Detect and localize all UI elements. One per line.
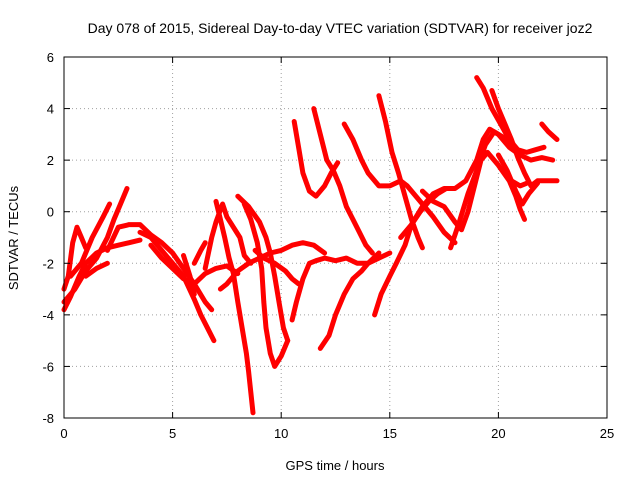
series-track-18: [291, 119, 341, 199]
tick-layer: 0 5 10 15 20 25 -8 -6 -4 -2 0 2 4 6: [42, 50, 614, 441]
series-track-14: [235, 193, 291, 344]
plot-frame: [63, 56, 608, 419]
series-track-3: [61, 186, 130, 305]
series-track-5: [83, 260, 110, 279]
series-track-20: [317, 250, 382, 351]
series-layer: [61, 75, 560, 416]
series-track-9: [181, 253, 197, 297]
x-tick-label: 25: [600, 426, 614, 441]
series-track-11: [202, 201, 254, 271]
x-tick-label: 5: [169, 426, 176, 441]
y-axis-label: SDTVAR / TECUs: [6, 185, 21, 290]
x-axis-label: GPS time / hours: [286, 458, 385, 473]
x-tick-label: 10: [274, 426, 288, 441]
y-tick-label: 4: [47, 102, 54, 117]
series-track-30: [500, 168, 530, 189]
series-track-12: [213, 198, 256, 416]
chart-title: Day 078 of 2015, Sidereal Day-to-day VTE…: [88, 20, 593, 36]
series-track-22: [372, 186, 449, 318]
series-track-6: [104, 222, 215, 313]
y-tick-label: -6: [42, 359, 54, 374]
series-track-4: [68, 201, 113, 279]
series-track-1: [61, 224, 89, 292]
x-tick-label: 15: [383, 426, 397, 441]
x-tick-label: 0: [60, 426, 67, 441]
y-tick-label: -2: [42, 256, 54, 271]
y-tick-label: 2: [47, 153, 54, 168]
series-track-19: [311, 106, 375, 256]
series-track-15: [241, 201, 291, 369]
series-track-28: [489, 88, 560, 189]
x-tick-label: 20: [491, 426, 505, 441]
series-track-26: [448, 129, 514, 251]
series-track-16: [252, 247, 302, 287]
y-tick-label: 6: [47, 50, 54, 65]
series-track-29: [495, 152, 540, 207]
series-track-31: [539, 121, 560, 142]
y-tick-label: -4: [42, 308, 54, 323]
y-tick-label: -8: [42, 411, 54, 426]
y-tick-label: 0: [47, 205, 54, 220]
series-track-10: [191, 240, 208, 266]
series-track-24: [398, 126, 556, 240]
series-track-23: [376, 93, 425, 251]
